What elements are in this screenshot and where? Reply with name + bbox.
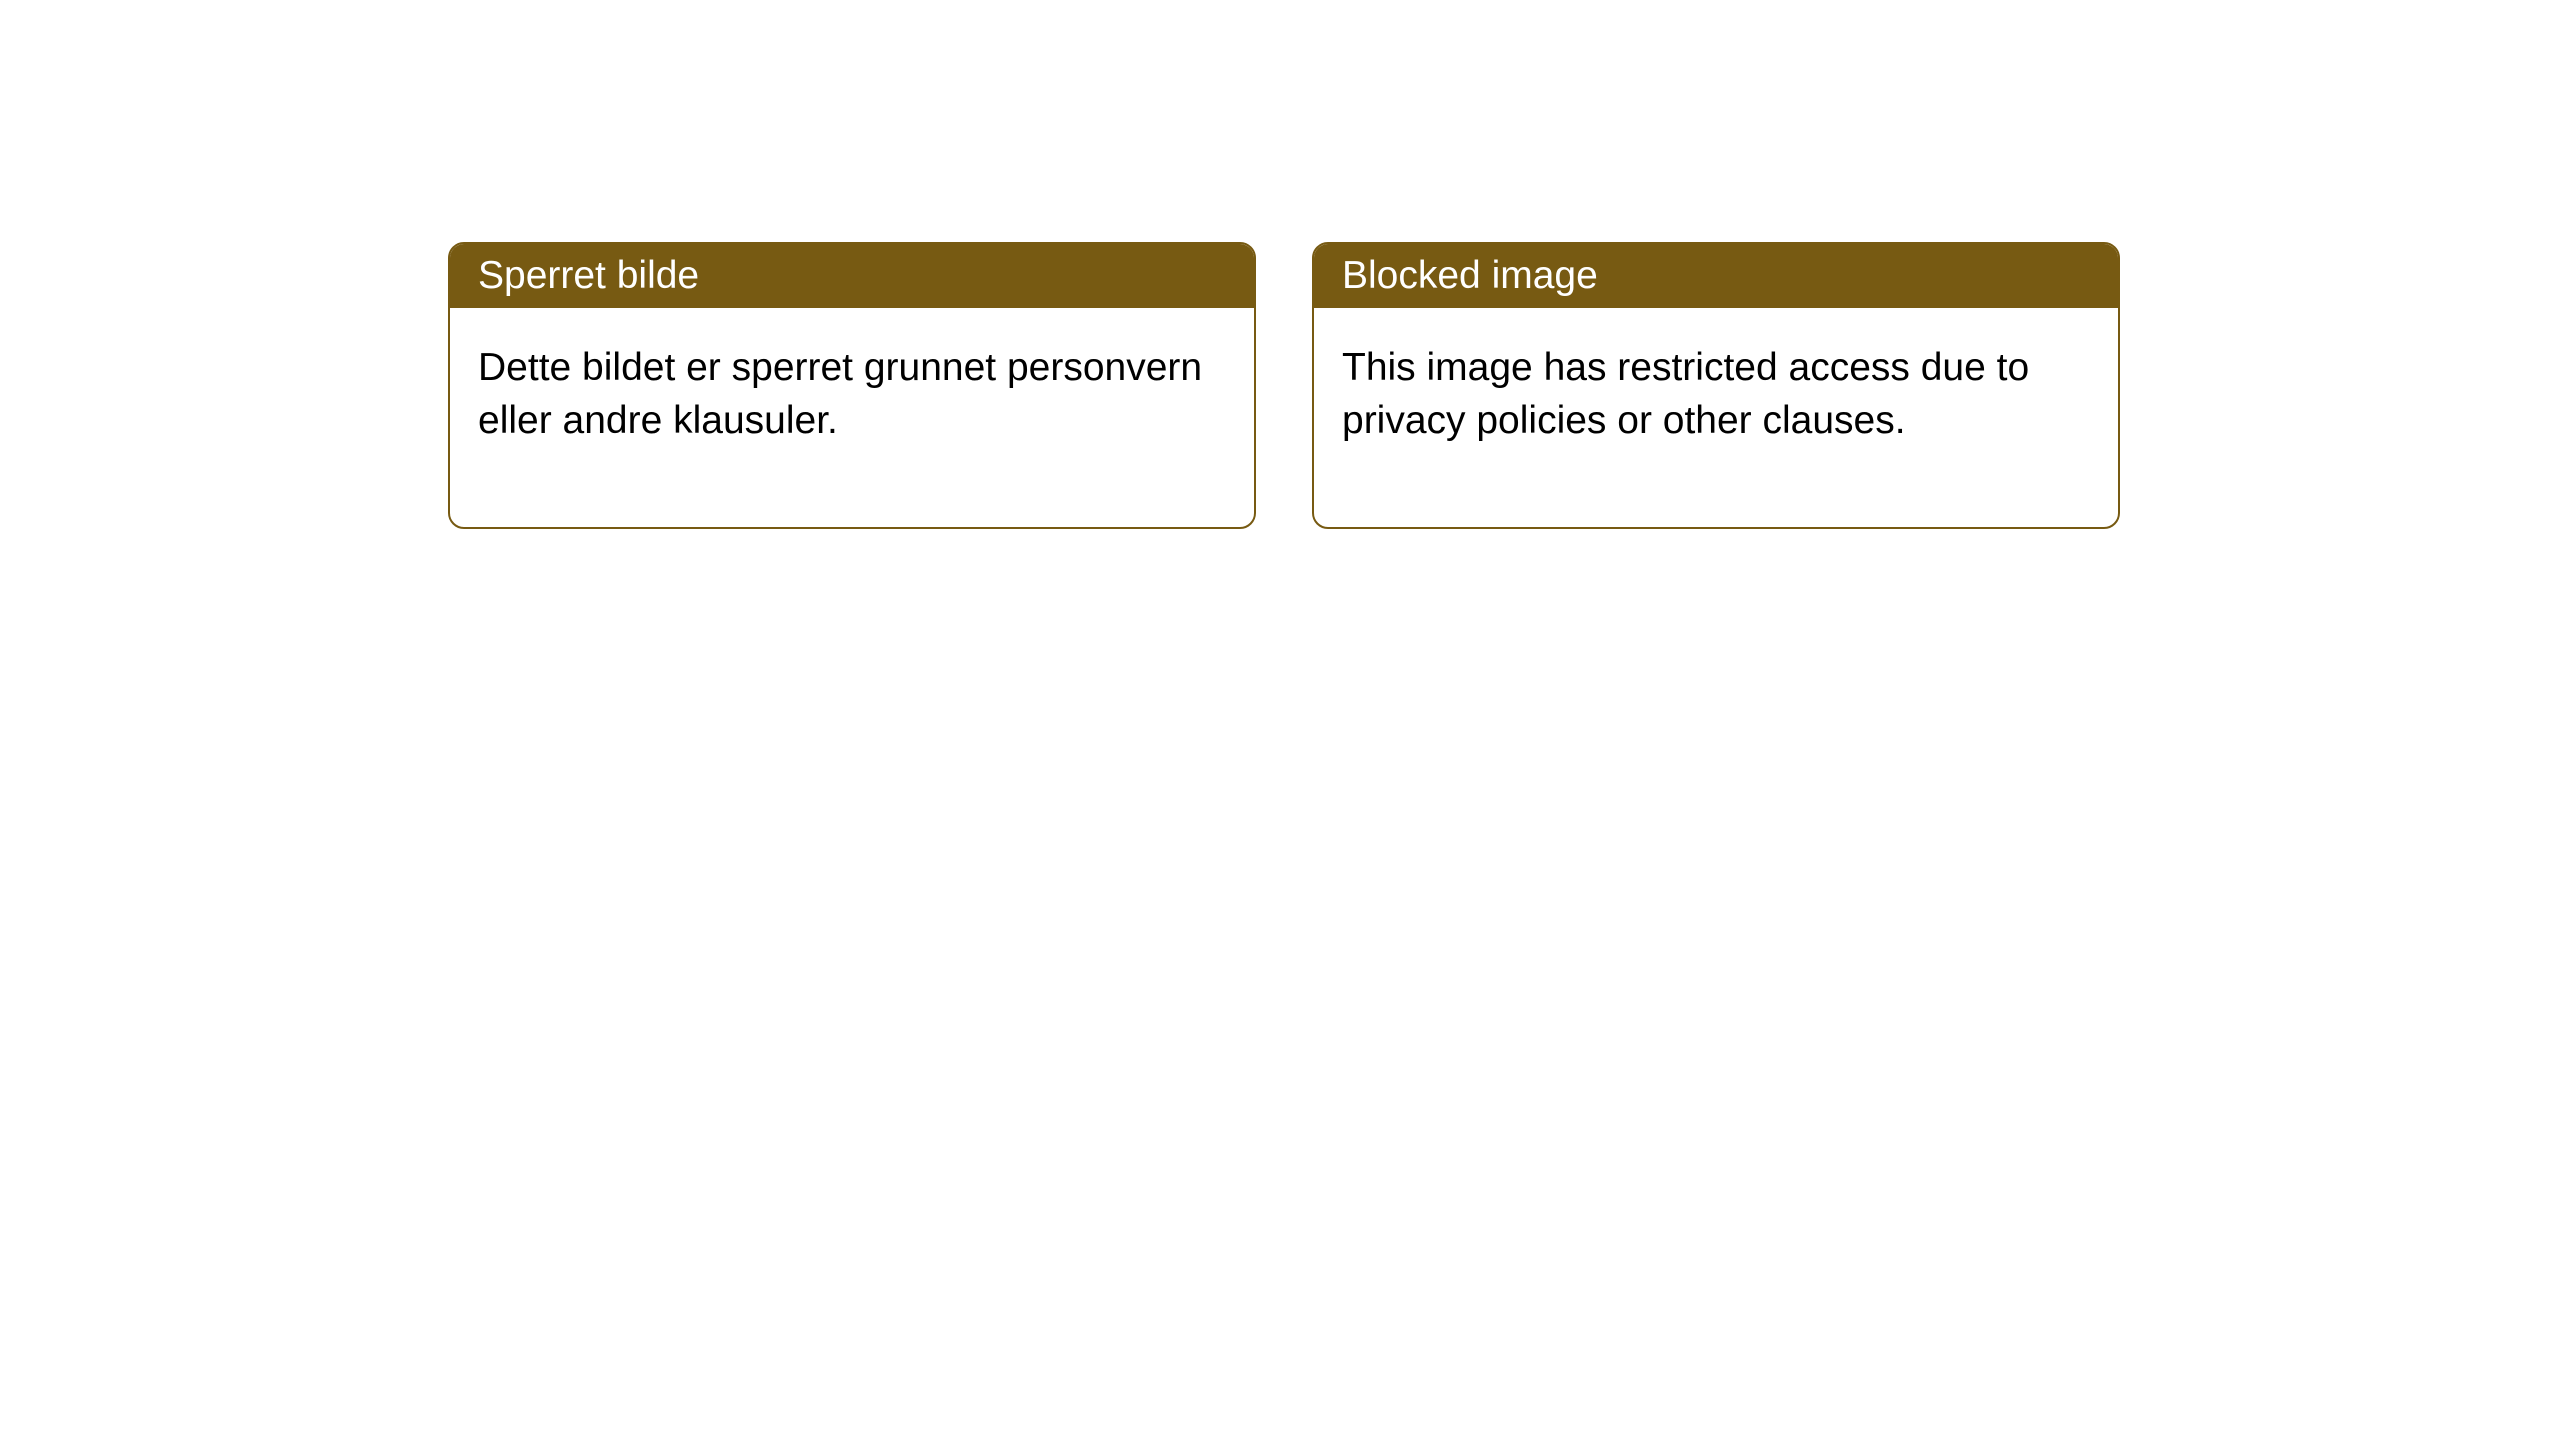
notice-card-no: Sperret bilde Dette bildet er sperret gr… [448,242,1256,529]
notice-container: Sperret bilde Dette bildet er sperret gr… [0,0,2560,529]
notice-body-no: Dette bildet er sperret grunnet personve… [450,308,1254,527]
notice-title-no: Sperret bilde [450,244,1254,308]
notice-title-en: Blocked image [1314,244,2118,308]
notice-card-en: Blocked image This image has restricted … [1312,242,2120,529]
notice-body-en: This image has restricted access due to … [1314,308,2118,527]
